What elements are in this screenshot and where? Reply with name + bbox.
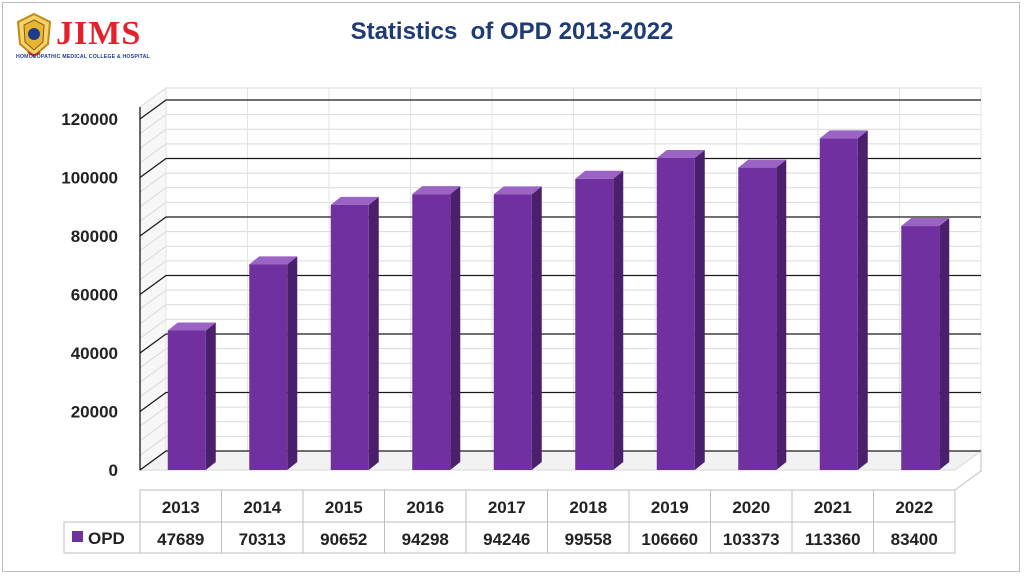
major-gridline [139,450,981,471]
bar-side [857,130,868,470]
data-label: 99558 [565,530,612,549]
y-tick-label: 100000 [61,169,118,188]
table-edge [954,451,982,491]
y-tick-label: 0 [109,461,118,480]
bar-top [493,186,542,195]
jims-logo: JIMS HOMOEOPATHIC MEDICAL COLLEGE & HOSP… [12,10,172,66]
data-label: 94246 [483,530,530,549]
y-tick-label: 60000 [71,286,118,305]
x-tick-label: 2014 [243,498,281,517]
major-gridline [139,274,981,296]
x-tick-label: 2018 [569,498,607,517]
data-label: 94298 [402,530,449,549]
x-tick-label: 2019 [651,498,689,517]
bar-side [613,170,624,470]
bar-side [776,159,787,470]
x-tick-label: 2016 [406,498,444,517]
major-gridline [139,157,981,179]
bar-side [939,218,950,470]
bar-side [694,150,705,470]
x-tick-label: 2021 [814,498,852,517]
data-label: 83400 [891,530,938,549]
bar-top [901,218,950,227]
major-gridline [139,391,981,413]
table-data-row [63,521,956,554]
x-tick-label: 2022 [895,498,933,517]
y-tick-label: 40000 [71,344,118,363]
bar-2016 [412,194,451,470]
bar-2020 [738,167,777,470]
bar-2021 [819,138,858,470]
x-tick-label: 2020 [732,498,770,517]
chart-title: Statistics of OPD 2013-2022 [350,18,674,45]
y-tick-label: 120000 [61,110,118,129]
bar-2022 [901,226,940,470]
data-label: 90652 [320,530,367,549]
bar-top [167,322,216,331]
bar-2019 [656,158,695,470]
bar-2015 [330,204,369,470]
bar-side [531,186,542,470]
major-gridline [139,333,981,354]
bar-2017 [493,194,532,470]
bar-side [287,256,298,470]
emblem-icon [16,12,52,58]
bar-side [368,196,379,470]
bar-2014 [249,264,288,470]
y-tick-label: 80000 [71,227,118,246]
bar-top [330,196,379,205]
legend-swatch [72,531,83,542]
bar-2013 [167,330,206,470]
data-label: 70313 [239,530,286,549]
bar-top [249,256,298,265]
bar-2018 [575,178,614,470]
x-tick-label: 2013 [162,498,200,517]
bar-side [450,186,461,470]
bar-side [205,322,216,470]
y-tick-label: 20000 [71,403,118,422]
data-label: 47689 [157,530,204,549]
data-label: 106660 [641,530,698,549]
bar-top [738,159,787,168]
logo-name: JIMS [56,15,142,52]
bar-top [575,170,624,179]
major-gridline [139,99,981,120]
bar-top [656,150,705,159]
x-tick-label: 2017 [488,498,526,517]
logo-tagline: HOMOEOPATHIC MEDICAL COLLEGE & HOSPITAL [16,54,150,60]
bar-top [819,130,868,139]
major-gridline [139,216,981,237]
data-label: 103373 [723,530,780,549]
bar-top [412,186,461,195]
legend-label: OPD [88,529,125,548]
x-tick-label: 2015 [325,498,363,517]
data-label: 113360 [805,530,861,549]
